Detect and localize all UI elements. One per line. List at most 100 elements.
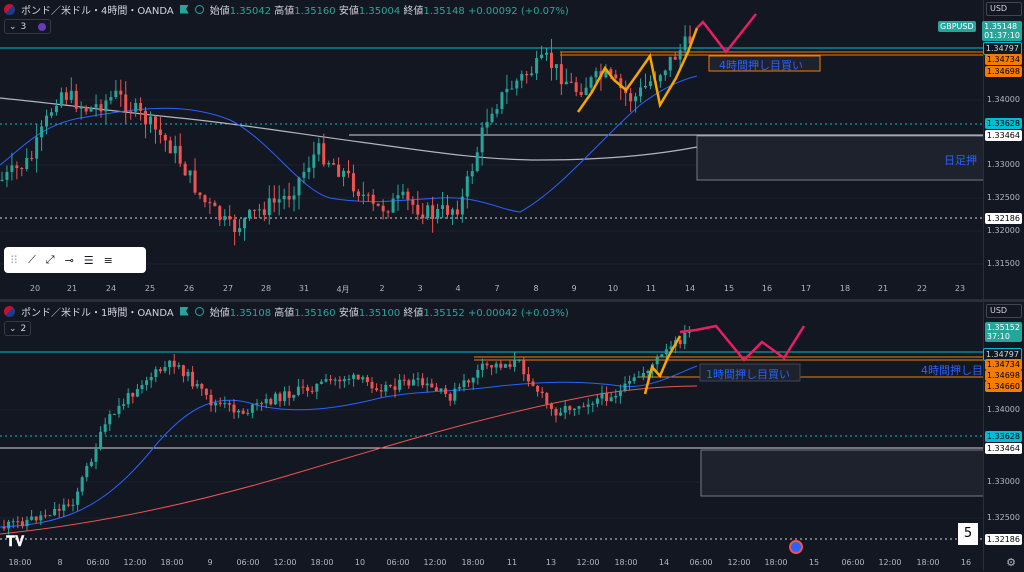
candle-body: [381, 205, 385, 212]
candle-body: [269, 399, 273, 405]
candle-body: [352, 374, 356, 379]
candle-body: [172, 360, 176, 367]
trend-line-icon[interactable]: ⟋: [28, 253, 36, 266]
candle-body: [324, 379, 328, 382]
candle-body: [64, 92, 68, 100]
candle-body: [658, 75, 662, 82]
candle-body: [535, 58, 539, 74]
candle-body: [94, 104, 98, 108]
time-axis-4h[interactable]: 20 21 24 25 26 27 28 31 4月 2 3 4 7 8 9 10 11 14 15 16 17 18 21…: [0, 284, 984, 298]
candle-body: [361, 194, 365, 197]
candle-body: [312, 154, 316, 168]
chart-header-1h: ポンド／米ドル・1時間・OANDA 始値1.35108 高値1.35160 安値…: [4, 304, 569, 319]
time-axis-label: 16: [960, 558, 972, 567]
candle-body: [411, 199, 415, 205]
candle-body: [582, 406, 586, 408]
candle-body: [153, 116, 157, 130]
economic-event-flag-icon[interactable]: [789, 540, 803, 554]
candle-body: [406, 191, 410, 200]
chart-area-1h[interactable]: [0, 302, 984, 554]
candle-body: [310, 390, 314, 392]
indicator-toggle-1h[interactable]: ⌄ 2: [4, 321, 32, 336]
pane-divider[interactable]: [0, 299, 1024, 302]
time-axis-label: 15: [723, 284, 735, 293]
symbol-title-4h[interactable]: ポンド／米ドル・4時間・OANDA: [21, 5, 174, 17]
ray-icon[interactable]: ⤢: [45, 253, 55, 266]
candle-body: [62, 504, 66, 511]
drag-handle-icon[interactable]: ⠿: [10, 253, 19, 267]
candle-body: [178, 145, 182, 164]
settings-gear-icon[interactable]: ⚙: [1006, 556, 1016, 569]
candle-body: [163, 134, 167, 141]
candle-body: [609, 397, 613, 402]
candle-body: [154, 369, 158, 378]
candle-body: [7, 521, 11, 529]
symbol-title-1h[interactable]: ポンド／米ドル・1時間・OANDA: [21, 307, 174, 319]
candle-body: [124, 94, 128, 112]
candle-body: [540, 54, 544, 59]
daily-demand-zone-box[interactable]: [696, 135, 984, 181]
tradingview-logo[interactable]: 𝐓𝐕: [6, 534, 25, 550]
price-scale-4h[interactable]: USD GBPUSD 1.35148 01:37:10 1.34797 1.347…: [938, 0, 1024, 299]
candle-body: [619, 78, 623, 88]
candle-body: [40, 126, 44, 138]
candle-body: [490, 365, 494, 368]
chart-pane-1h[interactable]: ポンド／米ドル・1時間・OANDA 始値1.35108 高値1.35160 安値…: [0, 302, 1024, 571]
daily-demand-zone-box-1h[interactable]: [700, 449, 984, 497]
candle-body: [168, 140, 172, 154]
candle-body: [302, 172, 306, 178]
candle-body: [480, 127, 484, 153]
candle-body: [426, 205, 430, 219]
candle-body: [232, 404, 236, 413]
candle-body: [577, 406, 581, 409]
drawing-toolbar: ⠿ ⟋ ⤢ ⊸ ☰ ≡: [4, 247, 146, 273]
price-scale-1h[interactable]: USD 1.35152 37:10 1.34797 1.34734 1.34698…: [982, 302, 1024, 571]
chart-area-4h[interactable]: [0, 0, 984, 282]
candle-body: [668, 56, 672, 71]
candle-body: [338, 379, 342, 382]
candle-body: [186, 371, 190, 377]
candle-body: [407, 380, 411, 386]
candle-body: [227, 403, 231, 405]
candle-body: [595, 398, 599, 404]
candle-body: [600, 392, 604, 399]
candle-body: [109, 97, 113, 101]
candle-body: [267, 198, 271, 216]
candle-body: [163, 366, 167, 372]
candle-body: [188, 170, 192, 176]
candle-body: [655, 357, 659, 365]
horizontal-line-icon[interactable]: ⊸: [64, 253, 74, 267]
time-axis-1h[interactable]: 18:00 8 06:00 12:00 18:00 9 06:00 12:00 18:00 10 0…: [0, 558, 984, 572]
time-axis-label: 13: [545, 558, 557, 567]
time-axis-label: 06:00: [86, 558, 110, 567]
candle-body: [411, 379, 415, 386]
currency-selector-1h[interactable]: USD: [986, 304, 1022, 318]
candle-body: [237, 410, 241, 413]
fib-icon[interactable]: ☰: [83, 253, 94, 267]
ohlc-readout-1h: 始値1.35108 高値1.35160 安値1.35100 終値1.35152 …: [209, 307, 569, 319]
zone-label-1h: 1時間押し目買い: [706, 368, 790, 381]
candle-body: [490, 113, 494, 123]
parallel-lines-icon[interactable]: ≡: [103, 253, 113, 267]
candle-body: [54, 105, 58, 113]
candle-body: [104, 100, 108, 112]
candle-body: [69, 90, 73, 100]
candle-body: [453, 388, 457, 401]
candle-body: [35, 137, 39, 159]
candle-body: [648, 81, 652, 86]
chart-pane-4h[interactable]: ポンド／米ドル・4時間・OANDA 始値1.35042 高値1.35160 安値…: [0, 0, 1024, 299]
candle-body: [327, 163, 331, 165]
flag-marker-icon[interactable]: [179, 306, 189, 316]
currency-selector-4h[interactable]: USD: [986, 2, 1022, 16]
candle-body: [421, 214, 425, 219]
candle-body: [25, 157, 29, 170]
candle-body: [149, 116, 152, 125]
time-axis-label: 9: [571, 284, 577, 293]
indicator-toggle-4h[interactable]: ⌄ 3: [4, 19, 52, 34]
candle-body: [515, 80, 519, 89]
price-label: 1.33000: [986, 477, 1020, 486]
candle-body: [517, 359, 521, 361]
flag-marker-icon[interactable]: [179, 4, 189, 14]
time-axis-label: 18:00: [614, 558, 638, 567]
candle-body: [559, 412, 563, 416]
